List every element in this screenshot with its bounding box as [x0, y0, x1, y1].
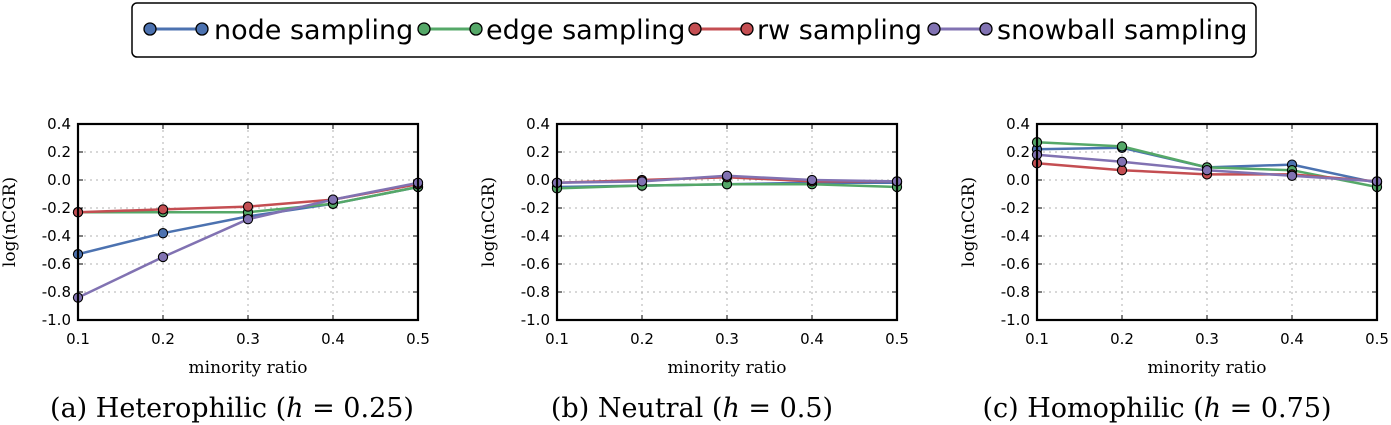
caption-value: = 0.75): [1221, 393, 1331, 424]
data-point: [806, 174, 818, 186]
y-tick-label: -0.4: [521, 227, 550, 245]
y-tick-label: -0.6: [1001, 255, 1030, 273]
legend-label: edge sampling: [486, 15, 685, 46]
data-point: [1116, 141, 1128, 152]
x-tick-label: 0.2: [1110, 330, 1134, 348]
x-axis-label: minority ratio: [668, 358, 787, 378]
legend-marker: [740, 22, 754, 36]
caption-variable: h: [286, 393, 303, 424]
x-axis-label: minority ratio: [1148, 358, 1267, 378]
data-point: [721, 170, 733, 181]
y-tick-label: 0.2: [526, 143, 550, 161]
y-tick-label: -0.4: [1001, 227, 1030, 245]
y-tick-label: 0.4: [526, 115, 550, 133]
y-tick-label: -0.2: [42, 199, 71, 217]
y-tick-label: 0.4: [1006, 115, 1030, 133]
legend-marker: [927, 22, 941, 36]
x-axis-label: minority ratio: [189, 358, 308, 378]
legend-marker: [469, 22, 483, 36]
legend-entry: node sampling: [143, 15, 413, 46]
y-axis-label: log(nCGR): [959, 177, 979, 267]
legend-marker: [688, 22, 702, 36]
legend-label: snowball sampling: [997, 15, 1247, 46]
y-tick-label: -0.6: [42, 255, 71, 273]
data-point: [1116, 165, 1128, 176]
data-point: [636, 176, 648, 187]
x-tick-label: 0.1: [66, 330, 90, 348]
x-tick-label: 0.3: [1195, 330, 1219, 348]
x-tick-label: 0.1: [1025, 330, 1049, 348]
caption-prefix: (b) Neutral (: [551, 393, 723, 424]
caption: (a) Heterophilic (h = 0.25): [50, 393, 414, 424]
panels: -1.0 -0.8 -0.6 -0.4 -0.2 0.0 0.2 0.4 0.1 0.2 0.3 0.…: [0, 115, 1389, 424]
caption: (c) Homophilic (h = 0.75): [982, 393, 1331, 424]
y-tick-label: 0.0: [1006, 171, 1030, 189]
legend-entry: edge sampling: [417, 15, 685, 46]
y-tick-label: -0.2: [1001, 199, 1030, 217]
data-point: [157, 251, 169, 263]
legend: node sampling edge sampling rw sampling sno…: [131, 2, 1257, 58]
legend-entry: rw sampling: [688, 15, 922, 46]
chart-panel: -1.0 -0.8 -0.6 -0.4 -0.2 0.0 0.2 0.4 0.1 0.2 0.3 0.…: [0, 115, 430, 424]
y-tick-label: -0.2: [521, 199, 550, 217]
chart-panel: -1.0 -0.8 -0.6 -0.4 -0.2 0.0 0.2 0.4 0.1 0.2 0.3 0.…: [479, 115, 909, 424]
y-axis-label: log(nCGR): [0, 177, 20, 267]
data-point: [327, 194, 339, 205]
x-tick-label: 0.2: [151, 330, 175, 348]
y-tick-label: -1.0: [521, 311, 550, 329]
data-point: [157, 204, 169, 215]
data-point: [242, 201, 254, 212]
plot-frame: [555, 122, 899, 322]
y-tick-label: -0.8: [521, 283, 550, 301]
caption-value: = 0.25): [304, 393, 414, 424]
y-tick-label: 0.0: [47, 171, 71, 189]
legend-marker: [979, 22, 993, 36]
caption-prefix: (a) Heterophilic (: [50, 393, 286, 424]
x-tick-label: 0.4: [321, 330, 345, 348]
x-tick-label: 0.4: [800, 330, 824, 348]
y-axis-label: log(nCGR): [479, 177, 499, 267]
y-tick-label: -0.8: [42, 283, 71, 301]
caption-value: = 0.5): [740, 393, 833, 424]
legend-label: rw sampling: [757, 15, 922, 46]
x-tick-label: 0.4: [1280, 330, 1304, 348]
x-tick-label: 0.5: [1365, 330, 1389, 348]
legend-marker: [195, 22, 209, 36]
x-tick-label: 0.3: [715, 330, 739, 348]
caption-prefix: (c) Homophilic (: [982, 393, 1203, 424]
caption-variable: h: [1204, 393, 1221, 424]
y-tick-label: -1.0: [1001, 311, 1030, 329]
x-tick-label: 0.3: [236, 330, 260, 348]
data-point: [157, 228, 169, 239]
y-tick-label: -1.0: [42, 311, 71, 329]
data-point: [242, 214, 254, 225]
data-point: [1286, 170, 1298, 181]
plot-frame: [1035, 122, 1379, 322]
y-tick-label: -0.8: [1001, 283, 1030, 301]
legend-marker: [143, 22, 157, 36]
caption: (b) Neutral (h = 0.5): [551, 393, 833, 424]
legend-label: node sampling: [214, 15, 413, 46]
y-tick-label: 0.4: [47, 115, 71, 133]
y-tick-label: -0.4: [42, 227, 71, 245]
y-tick-label: 0.2: [1006, 143, 1030, 161]
legend-entry: snowball sampling: [927, 15, 1247, 46]
chart-panel: -1.0 -0.8 -0.6 -0.4 -0.2 0.0 0.2 0.4 0.1 0.2 0.3 0.…: [959, 115, 1389, 424]
data-point: [1201, 165, 1213, 176]
y-tick-label: 0.2: [47, 143, 71, 161]
x-tick-label: 0.1: [545, 330, 569, 348]
plot-frame: [76, 122, 420, 322]
y-tick-label: -0.6: [521, 255, 550, 273]
x-tick-label: 0.5: [885, 330, 909, 348]
x-tick-label: 0.2: [630, 330, 654, 348]
caption-variable: h: [722, 393, 739, 424]
y-tick-label: 0.0: [526, 171, 550, 189]
data-point: [1116, 156, 1128, 167]
x-tick-label: 0.5: [406, 330, 430, 348]
legend-marker: [417, 22, 431, 36]
